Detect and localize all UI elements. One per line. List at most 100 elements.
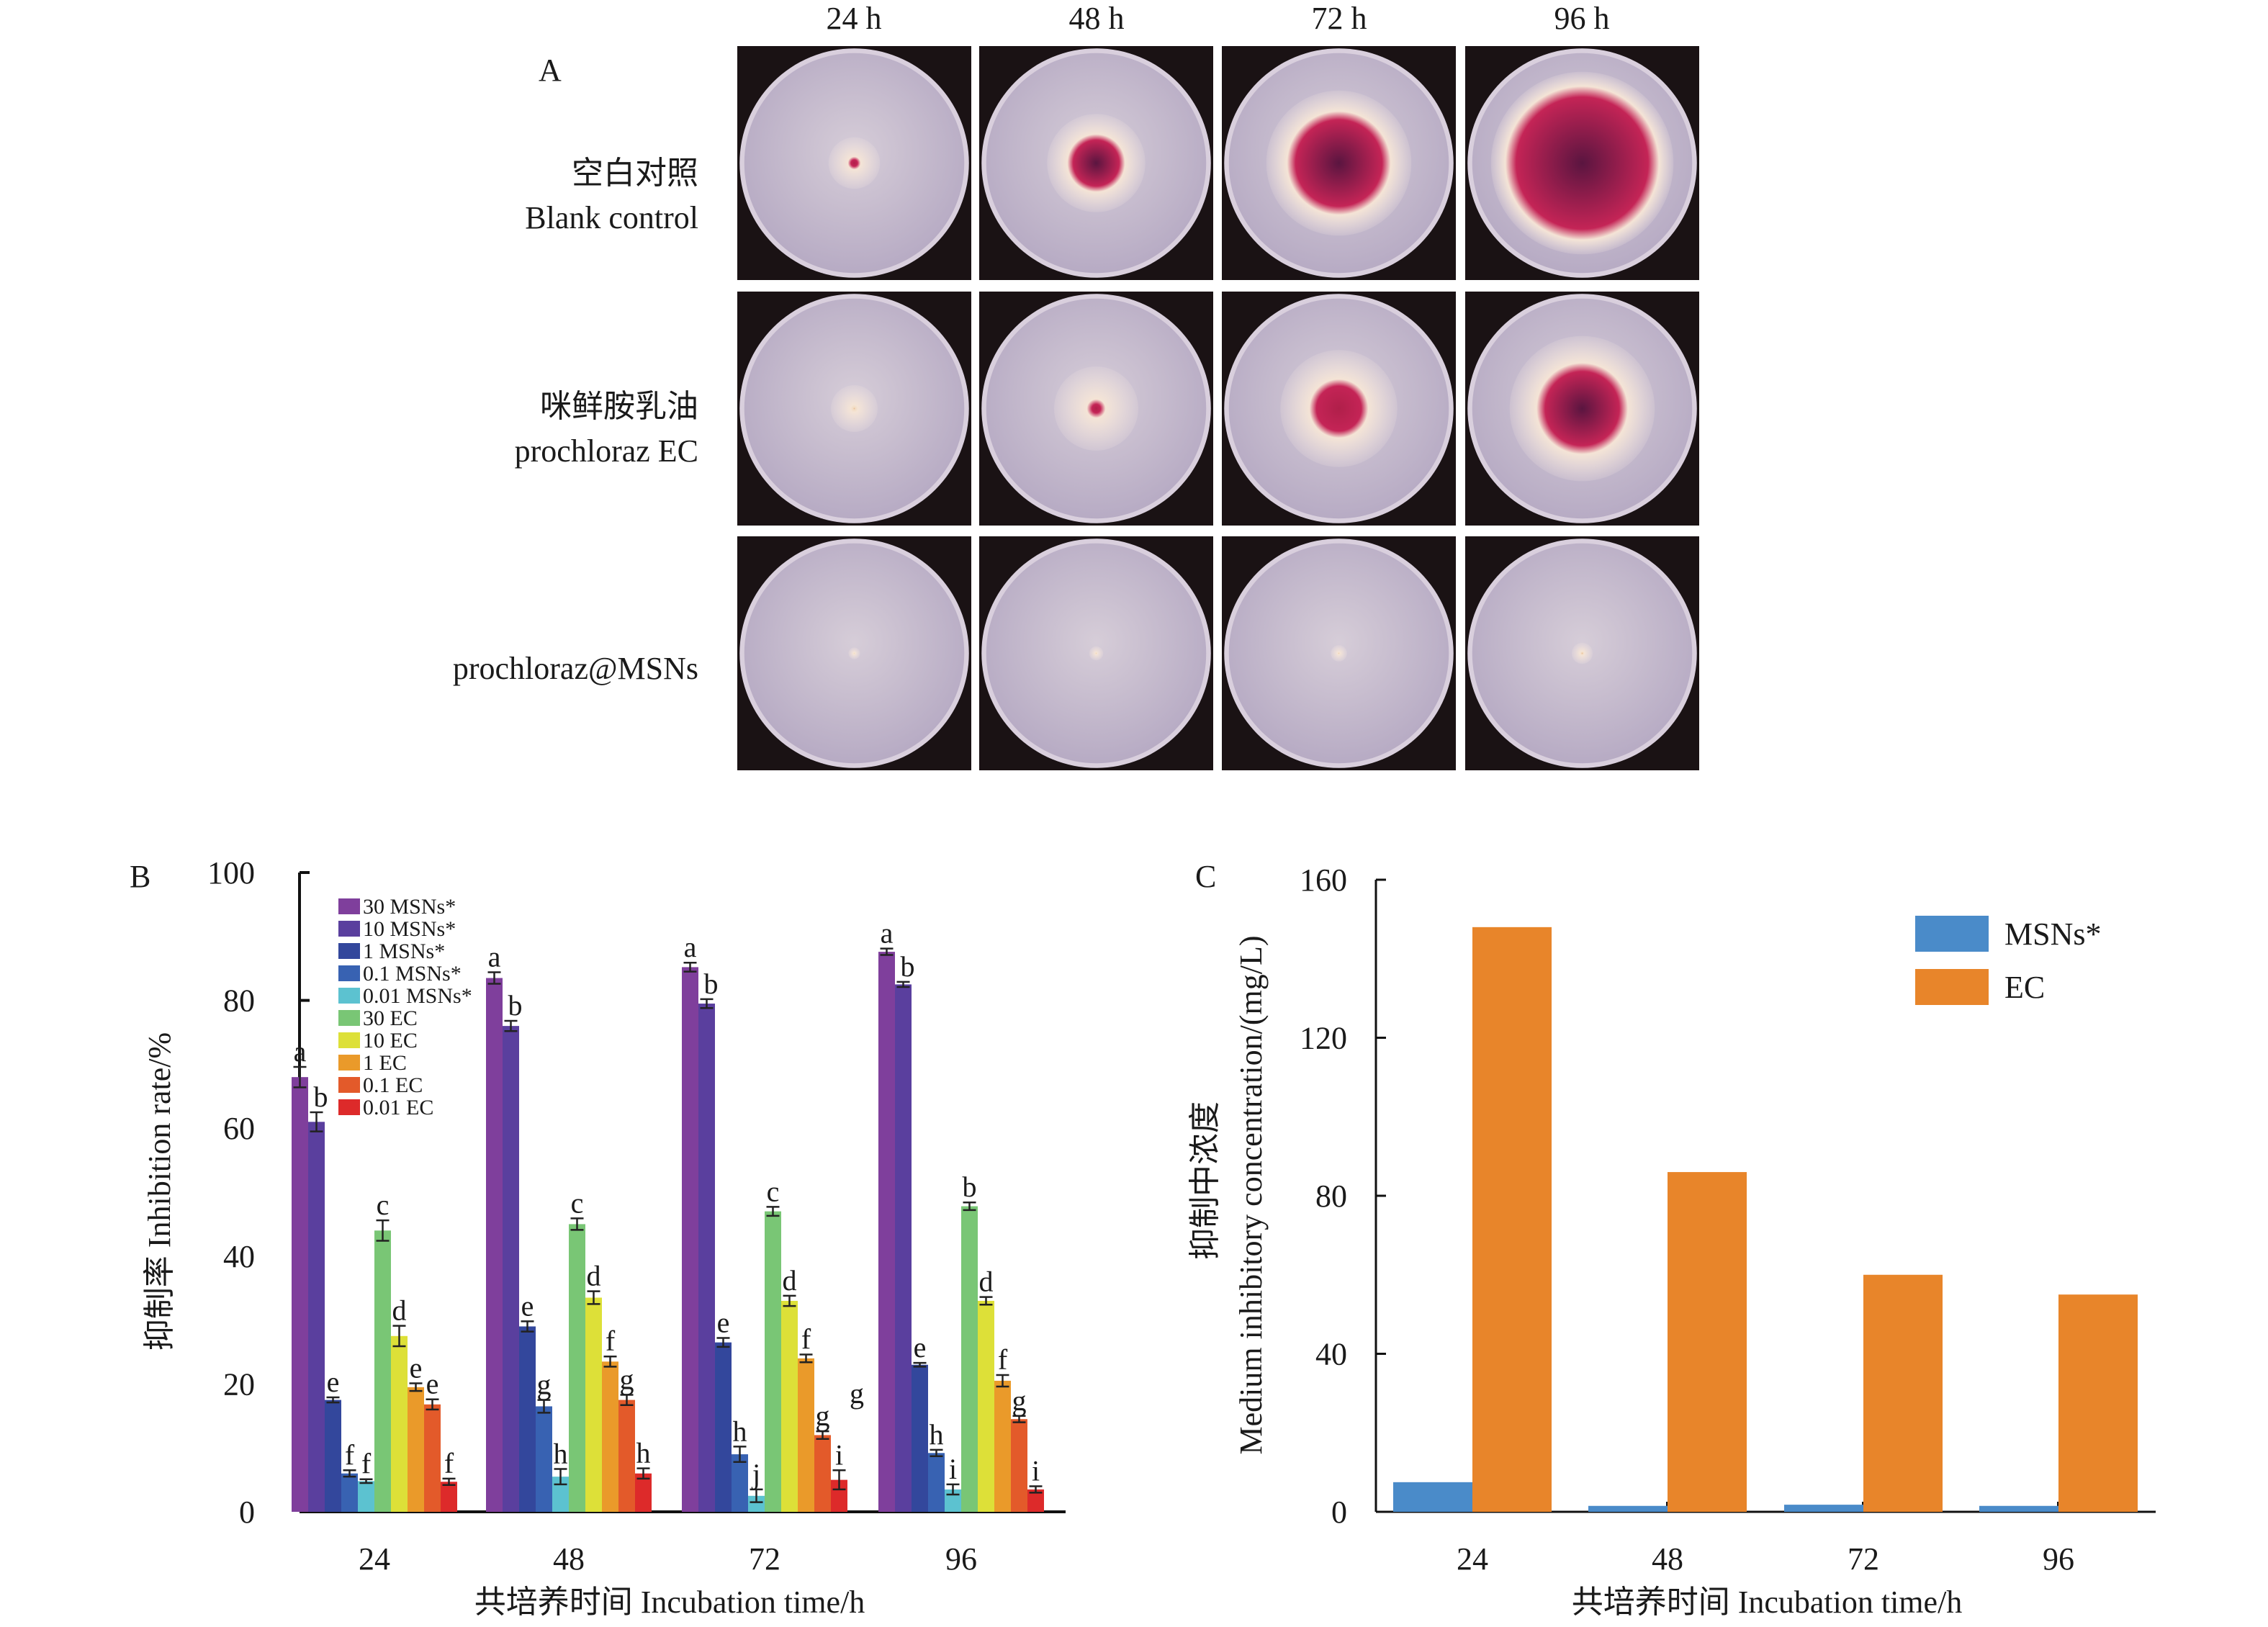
petri-dish: [979, 292, 1213, 526]
significance-letter: h: [554, 1438, 568, 1470]
bar: [2058, 1294, 2138, 1512]
chart-b-inhibition-rate: B 抑制率 Inhibition rate/% 共培养时间 Incubation…: [130, 855, 1066, 1620]
significance-letter: h: [930, 1418, 944, 1451]
panel-c-letter: C: [1195, 859, 1216, 894]
significance-letter: d: [783, 1264, 797, 1297]
petri-dish: [737, 292, 971, 526]
row-label-en: Blank control: [525, 200, 698, 235]
bar: [765, 1211, 781, 1512]
significance-letter: b: [508, 989, 523, 1022]
bar: [781, 1300, 798, 1512]
bar: [895, 984, 912, 1512]
significance-letter: f: [345, 1438, 355, 1471]
bar: [635, 1473, 652, 1512]
x-tick-label: 96: [2043, 1541, 2074, 1577]
petri-dish: [1465, 536, 1699, 770]
x-tick-label: 48: [1652, 1541, 1683, 1577]
significance-letter: g: [537, 1369, 552, 1401]
legend-label: 30 MSNs*: [363, 895, 456, 919]
bar: [831, 1479, 847, 1512]
petri-dish: [1465, 292, 1699, 526]
time-header-48h: 48 h: [1068, 1, 1125, 36]
significance-letter: c: [571, 1186, 584, 1219]
legend-swatch: [338, 1010, 360, 1026]
legend-swatch: [1915, 916, 1989, 952]
legend-swatch: [338, 1099, 360, 1115]
bar: [1668, 1172, 1747, 1512]
y-tick-label: 20: [223, 1366, 255, 1402]
significance-letter: b: [704, 968, 719, 1000]
x-tick-label: 48: [553, 1541, 585, 1577]
y-tick-label: 80: [1315, 1178, 1347, 1214]
row-label-en: prochloraz EC: [514, 433, 698, 469]
bar: [1027, 1489, 1044, 1512]
significance-letter: i: [949, 1453, 957, 1485]
legend-swatch: [338, 1055, 360, 1071]
legend-swatch: [338, 988, 360, 1004]
significance-letter: e: [717, 1306, 730, 1338]
bar: [325, 1400, 341, 1512]
bar: [441, 1482, 457, 1512]
time-header-24h: 24 h: [826, 1, 882, 36]
legend-label: 1 MSNs*: [363, 939, 445, 963]
significance-letter: f: [998, 1343, 1008, 1376]
significance-letter: e: [410, 1352, 423, 1384]
x-tick-label: 24: [1457, 1541, 1488, 1577]
bar: [732, 1454, 748, 1512]
petri-dish: [737, 536, 971, 770]
legend-label: 0.1 EC: [363, 1073, 423, 1097]
panel-b-letter: B: [130, 859, 150, 894]
legend-label: 30 EC: [363, 1006, 418, 1030]
bar: [1979, 1505, 2058, 1512]
bar: [798, 1358, 814, 1512]
legend-swatch: [338, 921, 360, 937]
bar: [374, 1230, 391, 1512]
bar: [503, 1026, 519, 1512]
bar: [1784, 1505, 1863, 1512]
row-label-cn: 空白对照: [572, 156, 698, 191]
significance-letter: e: [327, 1366, 340, 1398]
bar: [715, 1342, 732, 1512]
y-tick-label: 40: [223, 1239, 255, 1274]
bar: [912, 1364, 928, 1512]
bar: [878, 952, 895, 1512]
y-tick-label: 40: [1315, 1337, 1347, 1372]
bar: [408, 1387, 424, 1512]
significance-letter: a: [684, 931, 697, 963]
legend-swatch: [1915, 969, 1989, 1005]
bar: [358, 1481, 374, 1512]
row-label-blank-control: 空白对照 Blank control: [525, 151, 698, 240]
significance-letter: a: [881, 917, 894, 950]
row-label-prochloraz-ec: 咪鲜胺乳油 prochloraz EC: [515, 384, 698, 474]
panel-a-letter: A: [539, 53, 562, 88]
significance-letter: i: [835, 1438, 843, 1471]
legend-label: MSNs*: [2004, 916, 2102, 952]
significance-letter: f: [606, 1325, 616, 1357]
y-tick-label: 100: [207, 855, 255, 891]
bar: [519, 1326, 536, 1512]
significance-letter: a: [488, 941, 501, 973]
x-tick-label: 24: [359, 1541, 390, 1577]
significance-letter: e: [426, 1368, 439, 1400]
significance-letter: f: [801, 1323, 811, 1356]
chart-c-xlabel: 共培养时间 Incubation time/h: [1572, 1585, 1963, 1620]
significance-letter: e: [521, 1289, 534, 1322]
x-tick-label: 72: [1848, 1541, 1879, 1577]
bar: [1472, 927, 1552, 1512]
time-header-96h: 96 h: [1554, 1, 1610, 36]
bar: [1588, 1505, 1668, 1512]
bar: [341, 1473, 358, 1512]
row-label-cn: 咪鲜胺乳油: [540, 389, 698, 424]
significance-letter: g: [620, 1363, 634, 1395]
significance-letter: g: [816, 1400, 830, 1432]
legend-swatch: [338, 965, 360, 981]
bar: [292, 1077, 308, 1512]
significance-letter: b: [963, 1171, 977, 1203]
bar: [585, 1297, 602, 1512]
petri-dish: [1222, 292, 1456, 526]
significance-letter: j: [751, 1458, 760, 1490]
legend-label: EC: [2004, 970, 2045, 1005]
bar: [552, 1477, 569, 1512]
petri-dish: [1222, 536, 1456, 770]
y-tick-label: 160: [1300, 862, 1347, 898]
